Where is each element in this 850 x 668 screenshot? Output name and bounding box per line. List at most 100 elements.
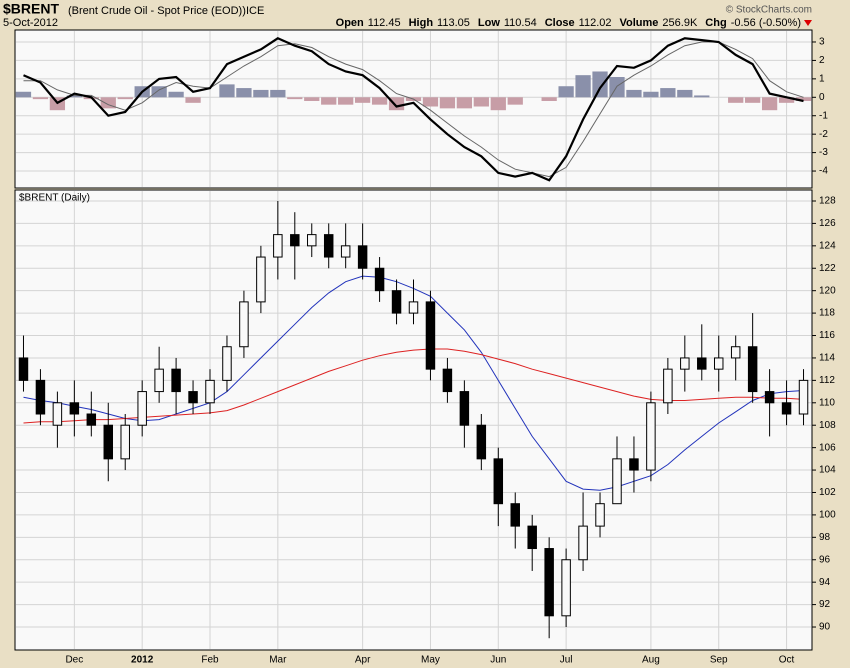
candle-body: [510, 503, 520, 527]
histogram-bar: [643, 91, 659, 98]
x-tick-label: Sep: [710, 655, 728, 666]
histogram-bar: [677, 89, 693, 98]
y-tick-label: 128: [819, 196, 836, 207]
y-tick-label: 94: [819, 577, 831, 588]
y-tick-label: -1: [819, 110, 828, 121]
candle-body: [35, 379, 46, 415]
histogram-bar: [558, 86, 574, 98]
stat-label: Chg: [705, 17, 726, 29]
stat-label: Open: [336, 17, 364, 29]
x-tick-label: 2012: [131, 655, 154, 666]
histogram-bar: [422, 97, 439, 107]
candle-body: [612, 458, 622, 505]
x-tick-label: May: [421, 655, 440, 666]
x-tick-label: Apr: [355, 655, 371, 666]
histogram-bar: [473, 97, 489, 107]
histogram-bar: [592, 71, 608, 98]
y-tick-label: 0: [819, 92, 825, 103]
y-tick-label: -2: [819, 129, 828, 140]
x-tick-label: Jul: [560, 655, 573, 666]
y-tick-label: 98: [819, 532, 831, 543]
x-tick-label: Oct: [779, 655, 795, 666]
candle-body: [205, 379, 215, 404]
histogram-bar: [490, 97, 506, 111]
stat-value: 256.9K: [662, 17, 698, 29]
histogram-bar: [321, 97, 337, 105]
candle-body: [629, 458, 639, 471]
y-tick-label: 116: [819, 330, 835, 341]
candle-body: [18, 357, 29, 381]
candle-body: [239, 301, 249, 348]
moving-average: [23, 348, 804, 424]
panel-title: $BRENT (Daily): [19, 193, 90, 204]
candle-body: [697, 357, 707, 370]
candle-body: [69, 402, 80, 415]
date: 5-Oct-2012: [3, 17, 58, 29]
y-tick-label: 106: [819, 442, 836, 453]
histogram-bar: [287, 97, 303, 100]
stat-label: Close: [545, 17, 575, 29]
y-tick-label: 102: [819, 487, 836, 498]
y-tick-label: 108: [819, 420, 836, 431]
candle-body: [154, 368, 164, 393]
macd-panel: [14, 29, 813, 189]
histogram-bar: [660, 88, 676, 98]
histogram-bar: [456, 97, 473, 109]
candle-body: [493, 458, 504, 505]
histogram-bar: [575, 75, 591, 98]
histogram-bar: [66, 95, 82, 98]
candle-body: [459, 391, 470, 426]
candle-body: [137, 391, 147, 426]
y-tick-label: 92: [819, 599, 831, 610]
candle-body: [595, 503, 605, 527]
histogram-bar: [100, 97, 116, 109]
histogram-bar: [728, 97, 744, 103]
y-tick-label: 3: [819, 37, 825, 48]
candle-body: [561, 559, 571, 617]
candle-body: [290, 234, 300, 247]
y-tick-label: 104: [819, 465, 836, 476]
histogram-bar: [32, 97, 49, 100]
stats: Open 112.45 High 113.05 Low 110.54 Close 112.02…: [336, 17, 801, 29]
candle-body: [86, 413, 97, 426]
x-tick-label: Aug: [642, 655, 660, 666]
histogram-bar: [795, 97, 812, 101]
candle-body: [374, 267, 385, 292]
candle-body: [52, 402, 63, 426]
candle-body: [425, 301, 436, 370]
y-tick-label: 112: [819, 375, 835, 386]
histogram-bar: [168, 91, 184, 98]
x-tick-label: Jun: [490, 655, 506, 666]
histogram-bar: [304, 97, 320, 101]
histogram-bar: [151, 86, 167, 98]
candle-body: [781, 402, 792, 415]
candle-body: [323, 234, 334, 258]
stat-value: 110.54: [504, 17, 537, 29]
stat-label: Volume: [620, 17, 659, 29]
y-tick-label: 120: [819, 285, 836, 296]
candle-body: [222, 346, 232, 381]
histogram-bar: [761, 97, 778, 111]
candle-body: [747, 346, 758, 393]
y-tick-label: 110: [819, 397, 835, 408]
candle-body: [442, 368, 453, 393]
symbol: $BRENT: [3, 1, 59, 17]
candle-body: [171, 368, 181, 393]
candle-body: [646, 402, 656, 471]
down-arrow: [804, 20, 812, 26]
histogram-bar: [117, 97, 133, 100]
x-tick-label: Feb: [201, 655, 219, 666]
candle-body: [798, 379, 809, 415]
candle-body: [256, 256, 266, 303]
y-tick-label: 126: [819, 218, 836, 229]
y-tick-label: 114: [819, 353, 835, 364]
x-tick-label: Mar: [269, 655, 287, 666]
candle-body: [357, 245, 368, 269]
candle-body: [713, 357, 724, 370]
histogram-bar: [236, 88, 252, 98]
y-tick-label: -3: [819, 147, 828, 158]
histogram-bar: [778, 97, 795, 103]
y-tick-label: 96: [819, 554, 831, 565]
candle-body: [307, 234, 317, 247]
